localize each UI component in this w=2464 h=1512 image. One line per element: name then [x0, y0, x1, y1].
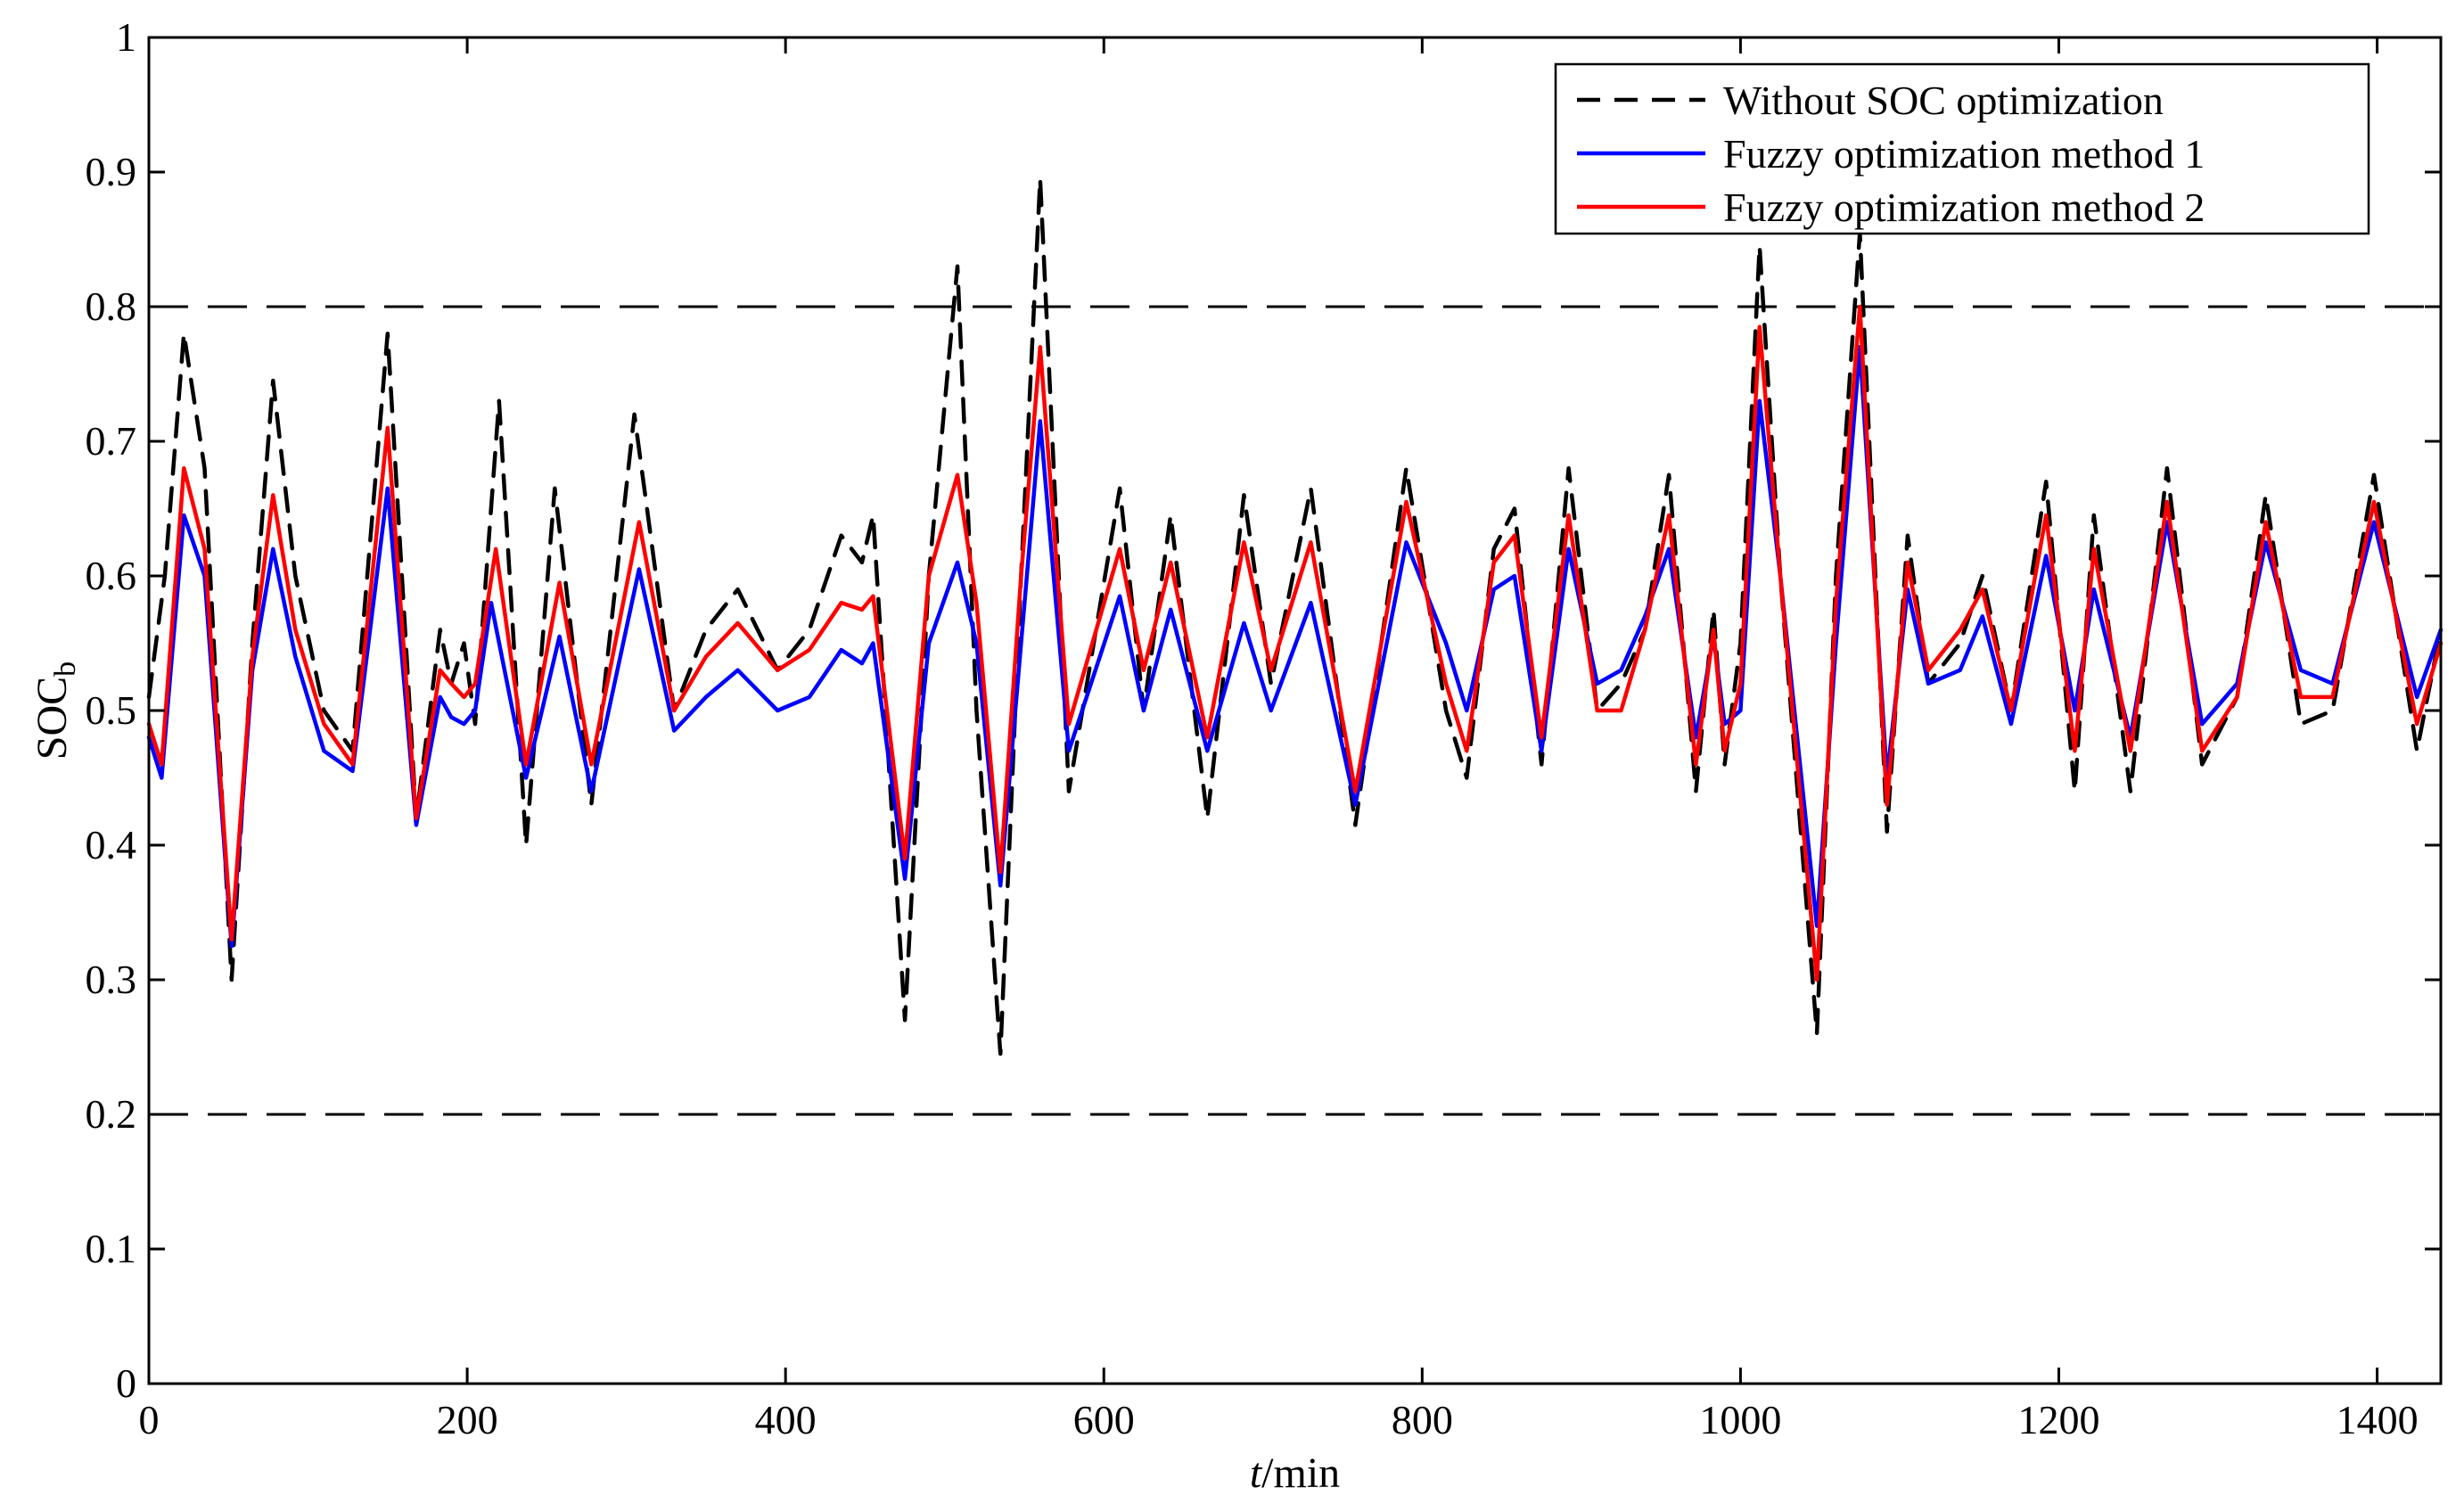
- y-tick-label-2: 0.2: [86, 1091, 137, 1137]
- y-tick-label-3: 0.3: [86, 957, 137, 1002]
- axis-ticks: [147, 36, 2441, 1385]
- y-tick-label-0: 0: [116, 1360, 136, 1406]
- y-tick-label-6: 0.6: [86, 553, 137, 598]
- x-axis-label: t/min: [1250, 1450, 1340, 1497]
- y-axis-label: SOCb: [29, 662, 82, 760]
- x-tick-label-3: 600: [1073, 1397, 1135, 1442]
- y-tick-label-4: 0.4: [86, 822, 137, 867]
- x-tick-label-0: 0: [139, 1397, 160, 1442]
- y-tick-label-8: 0.8: [86, 284, 137, 329]
- x-tick-label-5: 1000: [1699, 1397, 1781, 1442]
- series-layer: [146, 177, 2443, 1056]
- x-tick-labels: 0 200 400 600 800 1000 1200 1400: [139, 1397, 2419, 1442]
- x-tick-label-7: 1400: [2337, 1397, 2419, 1442]
- y-tick-label-9: 0.9: [86, 149, 137, 194]
- y-tick-label-5: 0.5: [86, 687, 137, 733]
- x-axis-label-var: t: [1250, 1450, 1263, 1497]
- legend-label-2: Fuzzy optimization method 2: [1723, 185, 2205, 230]
- x-tick-label-1: 200: [437, 1397, 498, 1442]
- y-tick-label-7: 0.7: [86, 418, 137, 464]
- y-tick-label-1: 0.1: [86, 1226, 137, 1271]
- series-line-2: [146, 304, 2443, 982]
- legend: Without SOC optimization Fuzzy optimizati…: [1554, 62, 2370, 235]
- x-tick-label-2: 400: [755, 1397, 817, 1442]
- legend-label-1: Fuzzy optimization method 1: [1723, 131, 2205, 177]
- x-axis-label-unit: /min: [1261, 1450, 1340, 1497]
- y-tick-label-10: 1: [116, 14, 136, 60]
- series-line-1: [146, 345, 2443, 949]
- legend-label-0: Without SOC optimization: [1723, 78, 2164, 123]
- y-axis-label-sub: b: [49, 662, 82, 677]
- series-line-0: [146, 177, 2443, 1056]
- x-tick-label-6: 1200: [2018, 1397, 2100, 1442]
- y-tick-labels: 0 0.1 0.2 0.3 0.4 0.5 0.6 0.7 0.8 0.9 1: [86, 14, 137, 1406]
- x-tick-label-4: 800: [1392, 1397, 1453, 1442]
- reference-lines: [149, 305, 2441, 1116]
- y-axis-label-main: SOC: [29, 677, 76, 760]
